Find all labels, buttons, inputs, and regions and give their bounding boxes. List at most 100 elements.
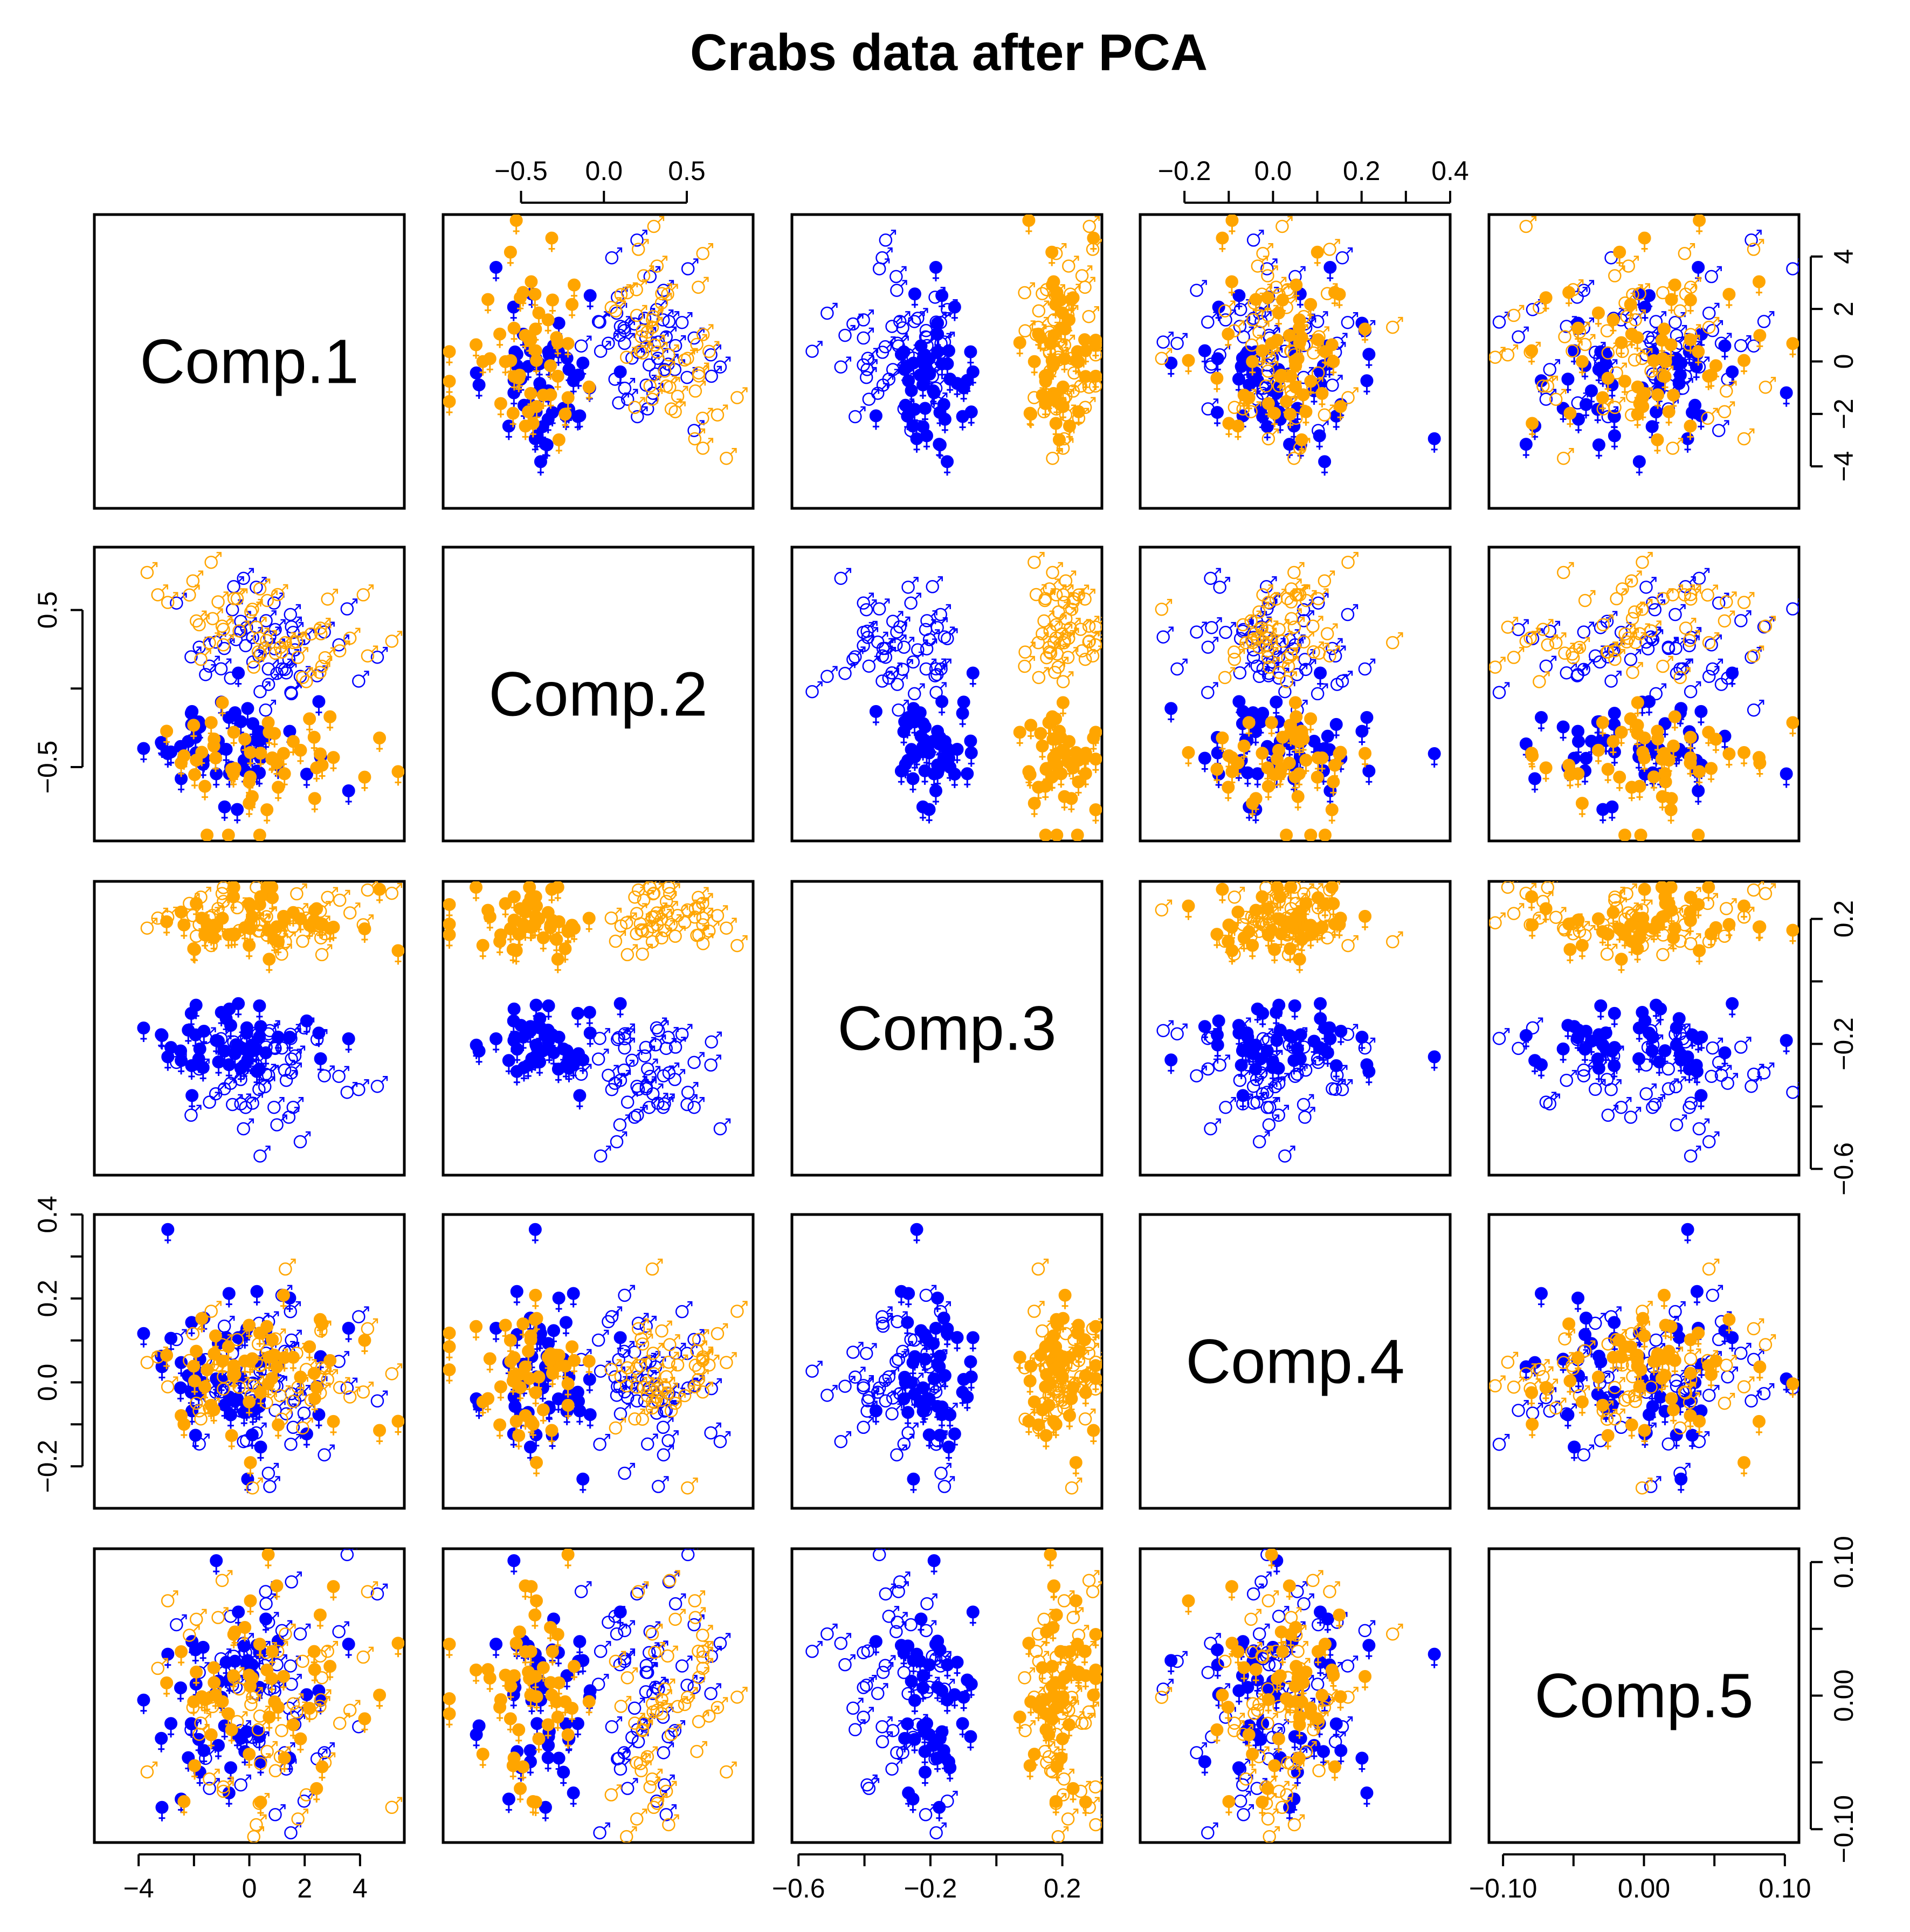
male-symbol-ring: [897, 640, 911, 654]
data-point: [890, 622, 907, 639]
male-symbol-ring: [937, 335, 951, 349]
male-symbol-head: [1230, 300, 1236, 306]
male-symbol-arrow: [1082, 584, 1089, 591]
data-point: [1072, 408, 1090, 425]
male-symbol-ring: [875, 251, 889, 265]
male-symbol-head: [1555, 359, 1560, 364]
female-symbol-ring: [1428, 432, 1441, 445]
data-point: [194, 648, 211, 666]
male-symbol-arrow: [215, 552, 222, 558]
male-symbol-ring: [675, 315, 689, 329]
male-symbol-head: [1044, 300, 1050, 306]
male-symbol-arrow: [1066, 293, 1072, 299]
male-symbol-arrow: [667, 309, 674, 316]
male-symbol-arrow: [1611, 342, 1618, 349]
male-symbol-ring: [215, 619, 229, 633]
male-symbol-arrow: [646, 320, 653, 327]
male-symbol-head: [1294, 282, 1299, 287]
female-symbol-ring: [198, 779, 212, 793]
male-symbol-ring: [170, 596, 183, 610]
male-symbol-arrow: [631, 282, 638, 289]
male-symbol-head: [1071, 404, 1077, 410]
data-point: [1037, 401, 1054, 418]
male-symbol-ring: [846, 317, 860, 331]
male-symbol-arrow: [679, 335, 686, 342]
data-point: [1714, 333, 1732, 350]
data-point: [907, 683, 925, 701]
female-symbol-ring: [922, 803, 936, 816]
male-symbol-ring: [1078, 280, 1092, 294]
female-symbol-ring: [1072, 775, 1085, 789]
male-symbol-ring: [1032, 671, 1046, 685]
female-symbol-ring: [1355, 724, 1369, 738]
male-symbol-head: [1569, 447, 1574, 453]
data-point: [713, 356, 731, 374]
data-point: [476, 355, 489, 376]
male-symbol-ring: [1523, 345, 1537, 359]
data-point: [1034, 727, 1047, 748]
female-symbol-ring: [1705, 368, 1718, 382]
male-symbol-head: [1309, 306, 1314, 312]
data-point: [956, 707, 969, 728]
male-symbol-ring: [688, 384, 702, 398]
male-symbol-ring: [1046, 451, 1059, 465]
data-point: [315, 656, 333, 673]
female-symbol-ring: [243, 797, 256, 810]
data-point: [1228, 397, 1245, 415]
male-symbol-ring: [688, 432, 702, 446]
male-symbol-arrow: [226, 616, 232, 623]
male-symbol-arrow: [857, 649, 864, 656]
male-symbol-head: [1098, 645, 1102, 651]
male-symbol-arrow: [270, 610, 277, 617]
male-symbol-ring: [1601, 346, 1615, 360]
male-symbol-head: [1605, 348, 1610, 353]
male-symbol-head: [1274, 347, 1280, 352]
female-symbol-ring: [525, 275, 538, 288]
data-point: [1259, 375, 1277, 393]
male-symbol-ring: [1705, 270, 1718, 284]
male-symbol-ring: [919, 623, 933, 637]
male-symbol-arrow: [883, 598, 890, 605]
male-symbol-ring: [872, 262, 886, 275]
male-symbol-arrow: [1757, 239, 1764, 246]
male-symbol-head: [329, 622, 335, 627]
data-point: [1280, 365, 1298, 383]
male-symbol-arrow: [1271, 265, 1278, 272]
data-point: [630, 305, 647, 322]
male-symbol-head: [229, 634, 234, 640]
male-symbol-ring: [189, 614, 203, 628]
male-symbol-ring: [1275, 219, 1289, 233]
male-symbol-head: [670, 361, 675, 366]
male-symbol-head: [1239, 320, 1245, 326]
male-symbol-arrow: [1211, 398, 1218, 405]
data-point: [1386, 316, 1403, 334]
male-symbol-arrow: [618, 369, 625, 376]
male-symbol-head: [352, 598, 358, 604]
male-symbol-arrow: [1060, 584, 1067, 591]
female-symbol-ring: [1580, 398, 1593, 411]
data-point: [204, 551, 222, 569]
data-point: [628, 313, 645, 331]
female-symbol-ring: [568, 278, 581, 292]
male-symbol-ring: [920, 339, 934, 353]
male-symbol-head: [1267, 284, 1272, 289]
male-symbol-head: [241, 629, 247, 634]
data-point: [1067, 362, 1085, 380]
data-point: [1285, 341, 1302, 358]
male-symbol-head: [913, 344, 919, 350]
male-symbol-ring: [261, 662, 275, 676]
data-point: [175, 756, 188, 777]
data-point: [1059, 385, 1077, 403]
male-symbol-arrow: [1301, 324, 1308, 331]
male-symbol-arrow: [1684, 300, 1691, 307]
male-symbol-ring: [1246, 233, 1260, 247]
data-point: [499, 355, 512, 376]
female-symbol-ring: [956, 410, 969, 423]
male-symbol-arrow: [1620, 362, 1627, 369]
female-symbol-ring: [1737, 354, 1751, 367]
male-symbol-head: [923, 308, 928, 313]
data-point: [1046, 710, 1059, 731]
male-symbol-arrow: [1211, 312, 1218, 319]
male-symbol-arrow: [1688, 243, 1695, 250]
male-symbol-head: [1370, 320, 1376, 326]
